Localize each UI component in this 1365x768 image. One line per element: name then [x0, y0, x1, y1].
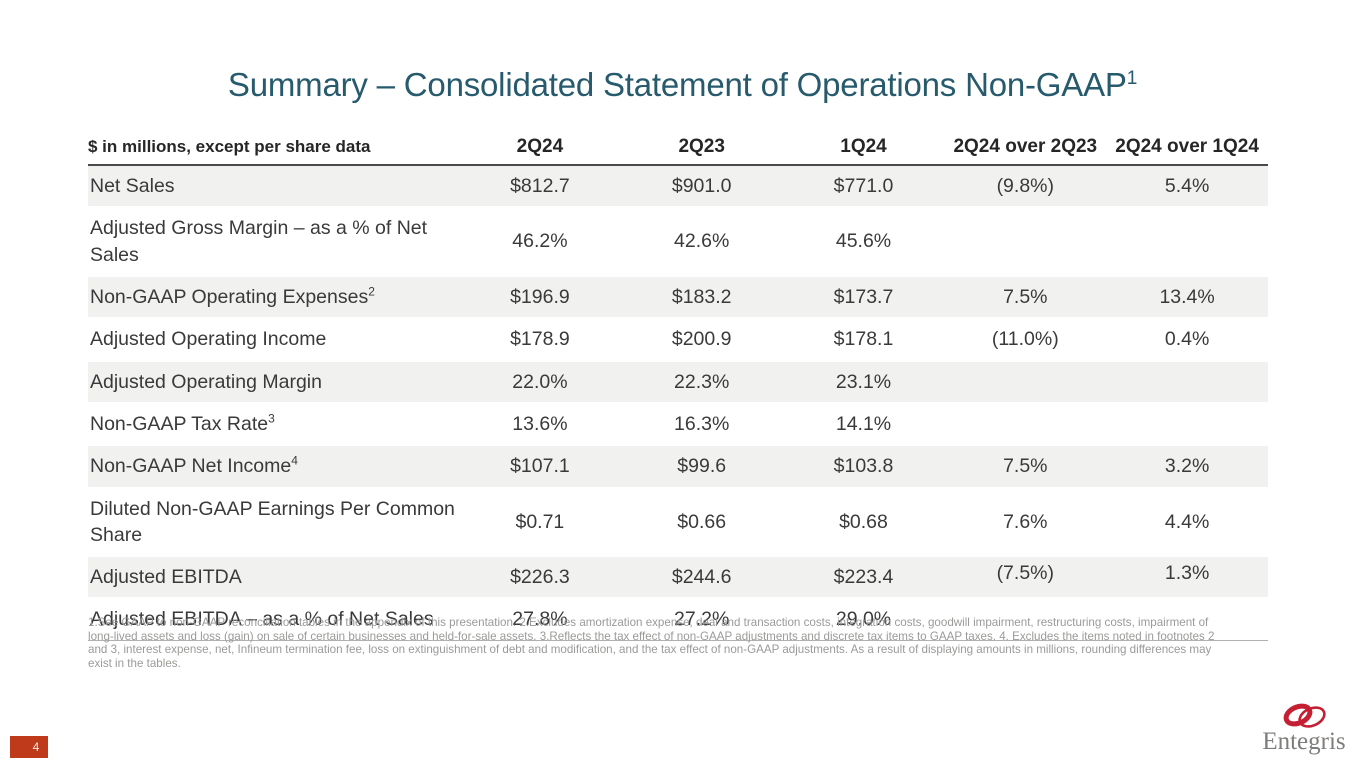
value-cell: $173.7: [782, 274, 945, 320]
value-cell: $103.8: [782, 444, 945, 489]
value-cell: 22.3%: [620, 359, 783, 404]
header-period-1q24: 1Q24: [782, 134, 945, 166]
value-cell: (7.5%): [944, 555, 1107, 600]
table-row: Adjusted Operating Income $178.9 $200.9 $17…: [88, 318, 1268, 360]
value-cell: $178.1: [833, 328, 894, 351]
value-cell: [944, 403, 1106, 445]
table-row: Adjusted Gross Margin – as a % of Net Sa…: [88, 207, 1268, 276]
financial-table-body: Net Sales $812.7 $901.0 $771.0 (9.8%) 5.4% Adj…: [88, 163, 1268, 641]
value-cell: $901.0: [620, 163, 783, 209]
value-cell: $196.9: [459, 274, 621, 320]
value-cell: 5.4%: [1106, 163, 1268, 209]
table-header-row: $ in millions, except per share data 2Q24…: [88, 134, 1268, 166]
row-label: Net Sales: [88, 163, 459, 209]
financial-summary-table: $ in millions, except per share data 2Q24…: [88, 134, 1268, 641]
entegris-logo: Entegris: [1261, 698, 1347, 756]
footnote-ref: 4: [291, 453, 298, 468]
footnote-ref: 3: [268, 411, 275, 426]
value-cell: 42.6%: [674, 230, 730, 253]
row-label: Adjusted EBITDA – as a % of Net Sales: [88, 598, 459, 641]
table-row: Adjusted Operating Margin 22.0% 22.3% 23.1%: [88, 359, 1268, 404]
value-cell: 7.5%: [944, 444, 1107, 489]
row-label: Non-GAAP Tax Rate3: [90, 411, 275, 435]
value-cell: 45.6%: [835, 230, 892, 253]
table-row: Net Sales $812.7 $901.0 $771.0 (9.8%) 5.4%: [88, 163, 1268, 209]
row-label: Non-GAAP Net Income4: [88, 444, 459, 489]
value-cell: 7.5%: [944, 274, 1107, 320]
value-cell: [1106, 207, 1268, 276]
value-cell: [944, 207, 1106, 276]
page-number-badge: 4: [10, 736, 48, 758]
value-cell: 0.4%: [1164, 328, 1210, 351]
value-cell: 23.1%: [782, 359, 945, 404]
value-cell: [1106, 598, 1268, 641]
entegris-logo-text: Entegris: [1262, 728, 1346, 755]
value-cell: 3.2%: [1106, 444, 1268, 489]
footnotes-text: 1.See GAAP to non-GAAP reconciliation ta…: [88, 616, 1215, 671]
table-row: Non-GAAP Net Income4 $107.1 $99.6 $103.8 7.5…: [88, 444, 1268, 489]
value-cell: [1106, 359, 1268, 404]
table-row: Adjusted EBITDA – as a % of Net Sales 27.…: [88, 598, 1268, 641]
value-cell: 13.4%: [1106, 274, 1268, 320]
value-cell: $200.9: [671, 328, 732, 351]
page-title-footnote-ref: 1: [1126, 68, 1138, 90]
header-period-2q24-over-2q23: 2Q24 over 2Q23: [944, 134, 1107, 166]
value-cell: $0.68: [839, 510, 888, 533]
value-cell: 4.4%: [1164, 510, 1210, 533]
table-row: Non-GAAP Operating Expenses2 $196.9 $183.2…: [88, 274, 1268, 320]
value-cell: 1.3%: [1106, 555, 1268, 600]
footnote-ref: 2: [368, 284, 375, 299]
value-cell: 16.3%: [674, 412, 730, 435]
page-title: Summary – Consolidated Statement of Oper…: [0, 66, 1365, 104]
value-cell: $0.71: [515, 510, 565, 533]
value-cell: $812.7: [459, 163, 621, 209]
value-cell: $107.1: [459, 444, 621, 489]
value-cell: $183.2: [620, 274, 783, 320]
value-cell: $0.66: [677, 510, 727, 533]
value-cell: [944, 598, 1107, 641]
entegris-rings-icon: [1283, 703, 1326, 728]
value-cell: (11.0%): [991, 328, 1059, 351]
value-cell: 7.6%: [1003, 510, 1048, 533]
value-cell: $771.0: [782, 163, 945, 209]
header-period-2q23: 2Q23: [620, 134, 783, 166]
row-label: Diluted Non-GAAP Earnings Per Common Sha…: [90, 497, 455, 546]
table-row: Adjusted EBITDA $226.3 $244.6 $223.4 (7.5%) 1…: [88, 555, 1268, 600]
value-cell: [944, 359, 1107, 404]
value-cell: 27.2%: [620, 598, 783, 641]
value-cell: 14.1%: [835, 412, 892, 435]
row-label: Adjusted Operating Income: [90, 328, 327, 351]
value-cell: $244.6: [620, 555, 783, 600]
value-cell: 46.2%: [512, 230, 568, 253]
value-cell: 13.6%: [512, 412, 568, 435]
page-number: 4: [32, 740, 40, 754]
value-cell: $226.3: [459, 555, 621, 600]
value-cell: (9.8%): [944, 163, 1107, 209]
row-label: Adjusted EBITDA: [88, 555, 459, 600]
value-cell: 22.0%: [459, 359, 621, 404]
row-label: Adjusted Gross Margin – as a % of Net Sa…: [90, 217, 428, 266]
header-period-2q24: 2Q24: [459, 134, 621, 166]
table-row: Diluted Non-GAAP Earnings Per Common Sha…: [88, 488, 1268, 557]
header-units-label: $ in millions, except per share data: [88, 134, 459, 166]
header-period-2q24-over-1q24: 2Q24 over 1Q24: [1106, 134, 1268, 166]
table-row: Non-GAAP Tax Rate3 13.6% 16.3% 14.1%: [88, 403, 1268, 445]
row-label: Non-GAAP Operating Expenses2: [88, 274, 459, 320]
value-cell: $99.6: [620, 444, 783, 489]
value-cell: 27.8%: [459, 598, 621, 641]
page-title-text: Summary – Consolidated Statement of Oper…: [227, 66, 1127, 104]
value-cell: $223.4: [782, 555, 945, 600]
value-cell: 29.0%: [782, 598, 945, 641]
value-cell: $178.9: [510, 328, 570, 351]
row-label: Adjusted Operating Margin: [88, 359, 459, 404]
value-cell: [1106, 403, 1268, 445]
